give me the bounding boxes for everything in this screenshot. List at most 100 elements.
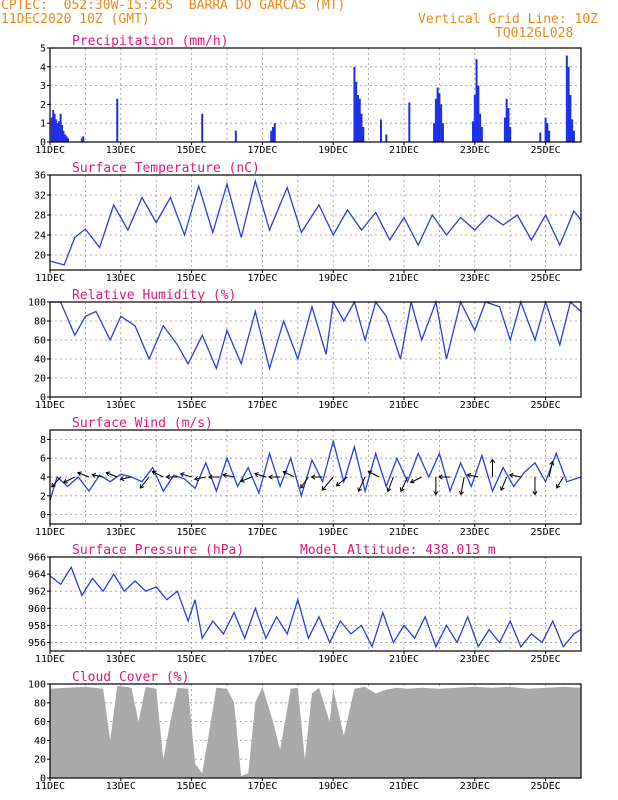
wind-ytick-label: 0 (40, 510, 46, 521)
precipitation-bar (477, 85, 480, 142)
wind-vector (400, 476, 408, 492)
pressure-title: Surface Pressure (hPa) (72, 543, 244, 558)
precipitation-bar (67, 138, 70, 142)
temperature-xtick-label: 25DEC (531, 273, 561, 284)
wind-vector (92, 474, 104, 478)
precipitation-bar (358, 98, 361, 142)
pressure-ytick-label: 960 (28, 604, 46, 615)
precipitation-title: Precipitation (mm/h) (72, 34, 229, 49)
precipitation-bar (503, 117, 506, 142)
precipitation-bar (50, 117, 53, 142)
wind-vector (300, 476, 309, 489)
wind-xtick-label: 13DEC (106, 527, 136, 538)
wind-vector-head (300, 483, 305, 489)
wind-xtick-label: 11DEC (35, 527, 65, 538)
wind-vector (63, 476, 76, 483)
wind-vector (139, 476, 150, 489)
temperature-ytick-label: 20 (34, 251, 46, 262)
wind-vector-head (62, 478, 68, 484)
precipitation-bar (65, 136, 68, 142)
wind-vector-head (335, 481, 341, 487)
wind-frame (49, 429, 582, 525)
cloud-cover-ytick-label: 20 (34, 755, 46, 766)
precipitation-xtick-label: 21DEC (389, 145, 419, 156)
wind-vector-head (119, 476, 125, 482)
precipitation-bar (362, 126, 365, 142)
wind-vector-head (458, 490, 464, 496)
wind-vector-head (438, 474, 443, 480)
humidity-xtick-label: 19DEC (318, 400, 348, 411)
precipitation-bar (57, 121, 60, 142)
wind-vector (358, 476, 366, 492)
cloud-cover-area (50, 685, 581, 778)
precipitation-bar (539, 132, 542, 142)
wind-vector-head (508, 472, 514, 478)
wind-vector (77, 472, 90, 478)
humidity-xtick-label: 23DEC (460, 400, 490, 411)
wind-vector-head (409, 478, 415, 484)
pressure-ytick-label: 964 (28, 570, 46, 581)
precipitation-bar (355, 81, 358, 142)
precipitation-ytick-label: 0 (40, 138, 46, 149)
temperature-xtick-label: 17DEC (247, 273, 277, 284)
precipitation-bar (438, 93, 441, 142)
wind-vector (336, 476, 348, 487)
precipitation-bar (436, 87, 439, 142)
precipitation-bar (53, 113, 56, 142)
wind-vector-head (310, 474, 316, 480)
wind-vector (152, 471, 164, 478)
wind-vector-head (386, 487, 392, 493)
temperature-xtick-label: 13DEC (106, 273, 136, 284)
precipitation-bar (479, 113, 482, 142)
precipitation-bar (64, 134, 67, 142)
wind-vector-head (165, 474, 171, 480)
humidity-title: Relative Humidity (%) (72, 288, 236, 303)
humidity-ytick-label: 100 (28, 298, 46, 309)
cloud-cover-frame (49, 683, 582, 779)
precipitation-bar (544, 117, 547, 142)
wind-vector (51, 476, 61, 488)
wind-vector-head (556, 483, 561, 489)
humidity-xtick-label: 15DEC (177, 400, 207, 411)
humidity-frame (49, 301, 582, 398)
precipitation-bar (273, 123, 276, 142)
wind-vector-head (466, 472, 472, 478)
temperature-plot-area (50, 175, 581, 270)
wind-vector-head (105, 471, 111, 477)
wind-vector (556, 476, 564, 489)
wind-vector-head (282, 470, 288, 476)
header-line-2: 11DEC2020 10Z (GMT) (1, 12, 150, 27)
wind-vector (254, 473, 267, 478)
precipitation-bar (548, 130, 551, 142)
temperature-ytick-label: 36 (34, 171, 46, 182)
wind-vector-head (532, 490, 538, 496)
precipitation-bar (571, 119, 574, 142)
pressure-xtick-label: 15DEC (177, 654, 207, 665)
pressure-xtick-label: 23DEC (460, 654, 490, 665)
pressure-ytick-label: 956 (28, 638, 46, 649)
wind-vector (106, 472, 118, 478)
wind-vector-head (367, 470, 373, 476)
wind-vector-head (268, 474, 273, 480)
pressure-ytick-label: 962 (28, 587, 46, 598)
temperature-frame (49, 174, 582, 271)
cloud-cover-title: Cloud Cover (%) (72, 670, 189, 685)
wind-vector-head (399, 487, 405, 493)
precipitation-xtick-label: 15DEC (177, 145, 207, 156)
cloud-cover-ytick-label: 100 (28, 680, 46, 691)
wind-ytick-label: 4 (40, 473, 46, 484)
precipitation-bar (116, 98, 119, 142)
precipitation-bar (440, 104, 443, 142)
precipitation-bar (572, 130, 575, 142)
precipitation-xtick-label: 17DEC (247, 145, 277, 156)
wind-vector-head (357, 487, 363, 493)
temperature-xtick-label: 23DEC (460, 273, 490, 284)
precipitation-bar (567, 66, 570, 142)
precipitation-bar (52, 110, 55, 142)
precipitation-bar (433, 123, 436, 142)
wind-vector (410, 476, 422, 483)
cloud-cover-xtick-label: 25DEC (531, 781, 561, 792)
precipitation-bar (356, 95, 359, 142)
cloud-cover-xtick-label: 13DEC (106, 781, 136, 792)
precipitation-xtick-label: 25DEC (531, 145, 561, 156)
